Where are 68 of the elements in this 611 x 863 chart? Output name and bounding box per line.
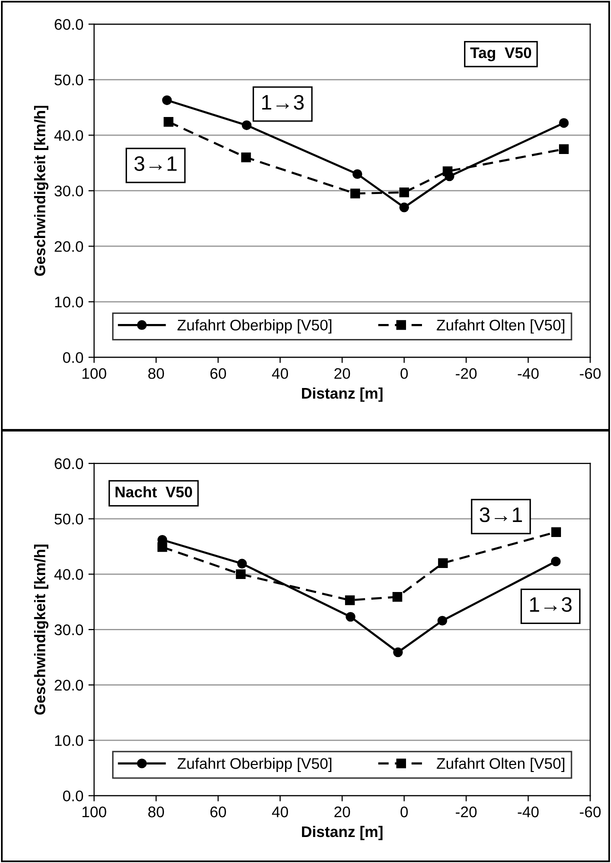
x-axis-title: Distanz [m] [302, 826, 382, 840]
point [550, 556, 561, 566]
point [399, 202, 410, 212]
y-tick-label: 20.0 [54, 680, 84, 691]
point [157, 542, 168, 552]
legend-label: Zufahrt Oberbipp [V50] [177, 319, 332, 334]
annotation: Tag V50 [470, 47, 532, 62]
point [236, 569, 246, 580]
point [346, 612, 356, 622]
annotation: Nacht V50 [116, 486, 192, 498]
x-tick-label: 60 [210, 368, 226, 379]
y-tick-label: 60.0 [54, 19, 84, 30]
x-tick-label: -60 [580, 806, 601, 818]
x-tick-label: 80 [148, 806, 164, 818]
x-tick-label: 100 [82, 806, 106, 818]
y-axis-title: Geschwindigkeit [km/h] [34, 106, 48, 276]
y-tick-label: 0.0 [63, 790, 84, 802]
point [242, 120, 252, 130]
y-tick-label: 30.0 [54, 624, 84, 636]
y-tick-label: 20.0 [54, 241, 84, 252]
annotation: 3→1 [480, 507, 522, 522]
point [442, 166, 452, 176]
point [551, 527, 561, 537]
x-tick-label: 40 [272, 806, 288, 818]
x-tick-label: 20 [334, 368, 350, 379]
x-tick-label: -20 [456, 806, 477, 818]
point [345, 595, 355, 606]
y-tick-label: 50.0 [54, 514, 84, 524]
x-tick-label: 0 [400, 806, 408, 818]
point [399, 188, 410, 198]
annotation: 1→3 [262, 94, 304, 110]
point [352, 169, 362, 179]
point [437, 616, 448, 626]
y-tick-label: 40.0 [54, 569, 84, 580]
y-tick-label: 10.0 [55, 735, 84, 746]
point [241, 152, 251, 162]
point [162, 95, 172, 106]
x-tick-label: 80 [148, 368, 164, 379]
point [393, 647, 403, 658]
point [237, 558, 247, 569]
legend-label: Zufahrt Olten [V50] [436, 319, 564, 334]
y-tick-label: 50.0 [54, 74, 84, 86]
x-tick-label: -60 [580, 368, 601, 379]
y-tick-label: 60.0 [54, 458, 84, 470]
legend-label: Zufahrt Oberbipp [V50] [177, 758, 332, 772]
point [164, 117, 174, 127]
y-axis-title: Geschwindigkeit [km/h] [34, 544, 48, 715]
x-tick-label: -40 [518, 368, 539, 379]
x-tick-label: 60 [210, 806, 226, 818]
point [559, 144, 569, 154]
legend-label: Zufahrt Olten [V50] [436, 758, 564, 772]
annotation: 3→1 [134, 156, 177, 171]
annotation: 1→3 [530, 597, 572, 612]
point [438, 558, 448, 568]
y-tick-label: 30.0 [54, 186, 84, 196]
point [350, 188, 360, 198]
y-tick-label: 10.0 [55, 296, 84, 308]
point [559, 118, 569, 128]
x-tick-label: 100 [82, 368, 106, 379]
y-tick-label: 0.0 [63, 352, 84, 363]
point [392, 592, 402, 602]
x-tick-label: -20 [456, 368, 477, 379]
x-tick-label: 20 [334, 806, 350, 818]
x-tick-label: 0 [400, 368, 408, 379]
x-tick-label: 40 [272, 368, 288, 379]
y-tick-label: 40.0 [54, 130, 84, 141]
x-tick-label: -40 [518, 806, 539, 818]
x-axis-title: Distanz [m] [302, 387, 382, 402]
